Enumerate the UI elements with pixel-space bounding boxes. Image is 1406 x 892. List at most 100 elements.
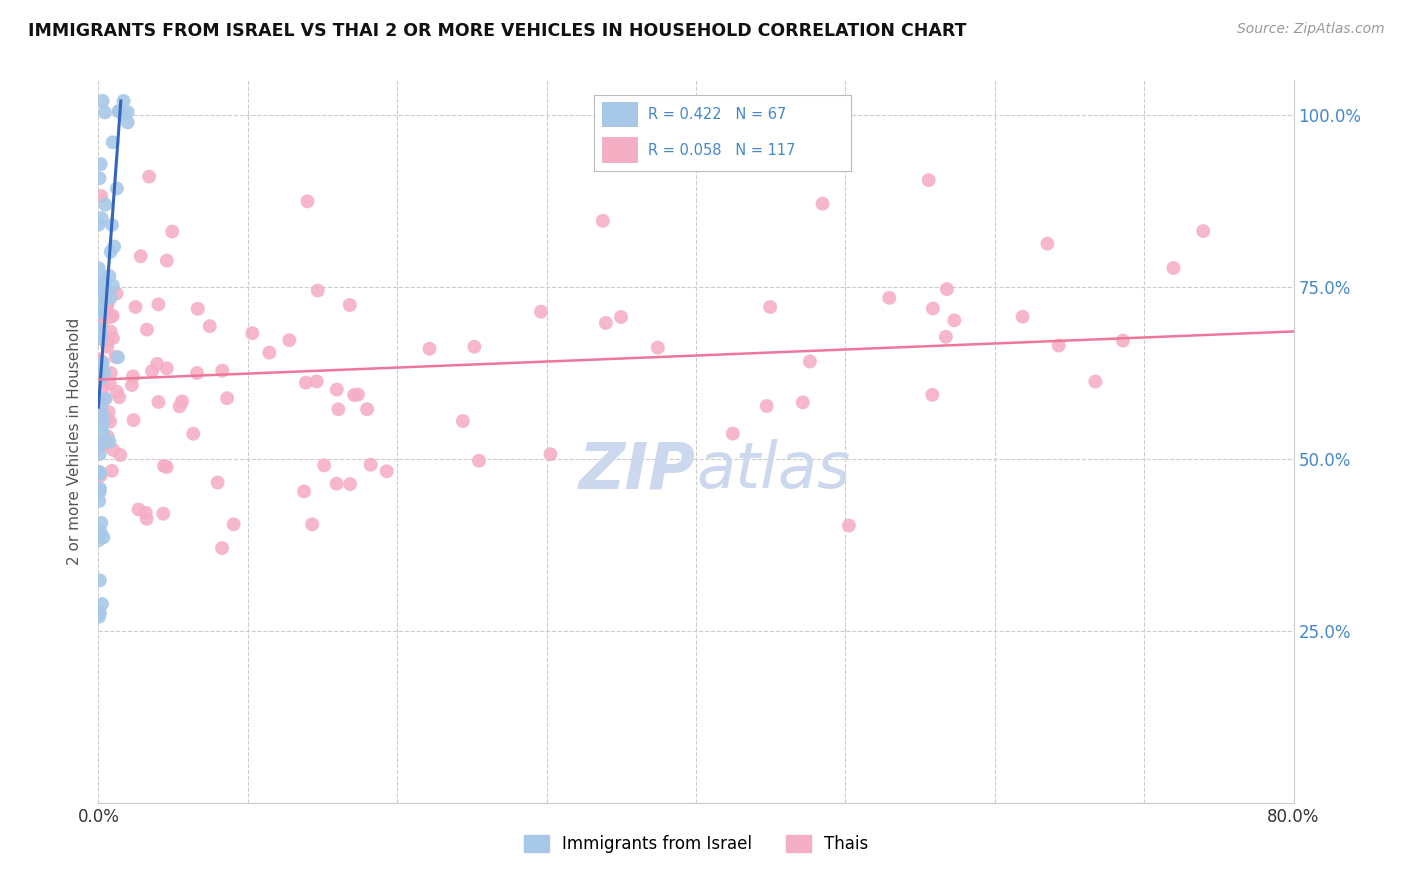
Point [135, 512, 157, 526]
Point [375, 464, 398, 478]
Point [89, 482, 111, 496]
Point [148, 395, 170, 409]
Point [792, 395, 814, 409]
Point [90, 468, 112, 483]
Point [935, 330, 957, 344]
Point [811, 196, 834, 211]
Point [877, 291, 900, 305]
Point [211, 364, 233, 378]
Point [94, 285, 117, 299]
Point [107, 351, 129, 365]
Point [278, 333, 301, 347]
Point [148, 297, 170, 311]
Point [305, 375, 328, 389]
Point [141, 364, 163, 378]
Point [921, 388, 943, 402]
Point [94, 438, 117, 452]
Point [90, 516, 112, 530]
Point [93, 280, 115, 294]
Point [89, 365, 111, 379]
Point [186, 366, 208, 380]
Point [117, 105, 139, 120]
Point [90, 279, 112, 293]
Point [101, 309, 124, 323]
Point [90, 398, 112, 412]
Point [1163, 260, 1185, 275]
Point [297, 194, 319, 209]
Point [1112, 334, 1135, 348]
Point [89, 171, 111, 186]
Point [96, 340, 118, 354]
Point [922, 301, 945, 316]
Point [94, 392, 117, 406]
Point [211, 541, 233, 555]
Point [328, 402, 350, 417]
Point [146, 357, 169, 371]
Point [122, 413, 145, 427]
Point [97, 333, 120, 347]
Point [87, 282, 110, 296]
Point [87, 533, 110, 548]
Point [418, 342, 440, 356]
Point [240, 326, 263, 340]
Point [160, 225, 183, 239]
Text: ZIP: ZIP [579, 440, 696, 501]
Point [935, 282, 957, 296]
Point [90, 305, 112, 319]
Point [91, 308, 114, 322]
Point [105, 286, 128, 301]
Point [1084, 375, 1107, 389]
Point [100, 366, 122, 380]
Point [755, 399, 778, 413]
Point [87, 363, 110, 377]
Text: Source: ZipAtlas.com: Source: ZipAtlas.com [1237, 22, 1385, 37]
Point [89, 359, 111, 373]
Point [96, 299, 118, 313]
Point [93, 280, 115, 294]
Point [90, 371, 112, 385]
Point [112, 94, 135, 108]
Point [91, 355, 114, 369]
Point [799, 354, 821, 368]
Point [91, 381, 114, 395]
Point [918, 173, 941, 187]
Point [721, 426, 744, 441]
Point [90, 211, 112, 225]
Point [98, 268, 121, 283]
Point [91, 291, 114, 305]
Text: atlas: atlas [696, 440, 851, 501]
Point [1192, 224, 1215, 238]
Point [91, 411, 114, 425]
Point [610, 310, 633, 324]
Point [325, 476, 347, 491]
Point [326, 383, 349, 397]
Point [530, 304, 553, 318]
Point [647, 341, 669, 355]
Point [104, 350, 127, 364]
Point [89, 574, 111, 588]
Point [122, 369, 145, 384]
Point [121, 378, 143, 392]
Point [153, 458, 176, 473]
Point [540, 447, 562, 461]
Point [97, 430, 120, 444]
Point [91, 356, 114, 370]
Point [138, 169, 160, 184]
Point [94, 105, 117, 120]
Point [103, 442, 125, 457]
Point [592, 214, 614, 228]
Point [93, 293, 115, 307]
Point [89, 484, 111, 499]
Point [90, 189, 112, 203]
Point [295, 376, 318, 390]
Point [169, 400, 191, 414]
Point [108, 390, 131, 404]
Point [117, 115, 139, 129]
Point [101, 278, 124, 293]
Point [108, 104, 131, 119]
Point [90, 332, 112, 346]
Point [103, 239, 125, 253]
Point [198, 319, 221, 334]
Point [156, 253, 179, 268]
Point [89, 465, 111, 479]
